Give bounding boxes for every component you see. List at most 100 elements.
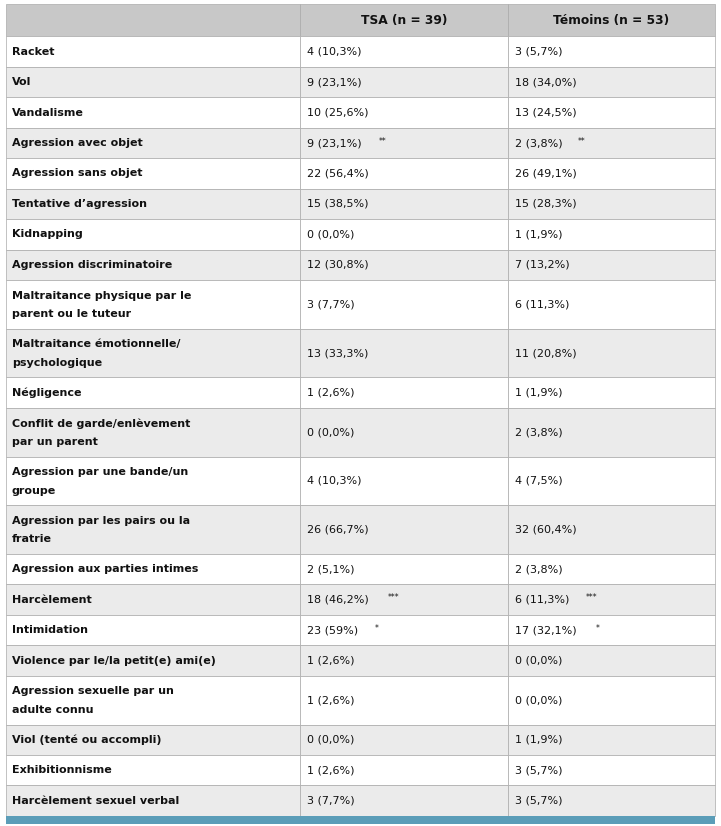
Text: 6 (11,3%): 6 (11,3%) xyxy=(515,595,569,605)
Text: 7 (13,2%): 7 (13,2%) xyxy=(515,260,570,270)
Text: par un parent: par un parent xyxy=(12,437,98,447)
Bar xyxy=(300,67,508,97)
Bar xyxy=(6,676,300,724)
Text: 18 (34,0%): 18 (34,0%) xyxy=(515,77,576,88)
Bar xyxy=(508,676,715,724)
Bar xyxy=(508,506,715,554)
Bar xyxy=(300,408,508,457)
Bar xyxy=(300,36,508,67)
Text: 2 (3,8%): 2 (3,8%) xyxy=(515,138,562,148)
Text: Agression avec objet: Agression avec objet xyxy=(12,138,143,148)
Bar xyxy=(300,506,508,554)
Text: Agression sans objet: Agression sans objet xyxy=(12,169,143,178)
Text: 1 (2,6%): 1 (2,6%) xyxy=(307,695,355,705)
Bar xyxy=(300,377,508,408)
Text: 3 (7,7%): 3 (7,7%) xyxy=(307,299,355,310)
Bar xyxy=(508,408,715,457)
Text: 3 (5,7%): 3 (5,7%) xyxy=(515,795,562,805)
Bar xyxy=(508,615,715,645)
Bar xyxy=(6,249,300,280)
Bar xyxy=(300,724,508,755)
Text: groupe: groupe xyxy=(12,486,56,496)
Bar xyxy=(300,249,508,280)
Bar xyxy=(300,786,508,816)
Text: 18 (46,2%): 18 (46,2%) xyxy=(307,595,369,605)
Bar xyxy=(6,97,300,128)
Bar xyxy=(508,249,715,280)
Text: 17 (32,1%): 17 (32,1%) xyxy=(515,625,576,635)
Bar xyxy=(6,554,300,585)
Text: 1 (1,9%): 1 (1,9%) xyxy=(515,387,562,397)
Bar xyxy=(508,724,715,755)
Text: 26 (49,1%): 26 (49,1%) xyxy=(515,169,576,178)
Text: 0 (0,0%): 0 (0,0%) xyxy=(307,427,355,437)
Bar xyxy=(6,724,300,755)
Text: Agression sexuelle par un: Agression sexuelle par un xyxy=(12,686,174,696)
Text: Vol: Vol xyxy=(12,77,32,88)
Text: Harcèlement sexuel verbal: Harcèlement sexuel verbal xyxy=(12,795,180,805)
Text: ***: *** xyxy=(388,593,400,602)
Bar xyxy=(508,585,715,615)
Bar xyxy=(6,280,300,329)
Text: 26 (66,7%): 26 (66,7%) xyxy=(307,525,369,534)
Text: 6 (11,3%): 6 (11,3%) xyxy=(515,299,569,310)
Bar xyxy=(508,645,715,676)
Text: 4 (7,5%): 4 (7,5%) xyxy=(515,476,562,486)
Text: Exhibitionnisme: Exhibitionnisme xyxy=(12,765,112,776)
Text: 13 (33,3%): 13 (33,3%) xyxy=(307,348,368,358)
Bar xyxy=(6,786,300,816)
Text: 3 (5,7%): 3 (5,7%) xyxy=(515,765,562,776)
Bar xyxy=(6,585,300,615)
Bar xyxy=(6,4,300,36)
Bar xyxy=(6,755,300,786)
Text: Viol (tenté ou accompli): Viol (tenté ou accompli) xyxy=(12,734,162,745)
Text: parent ou le tuteur: parent ou le tuteur xyxy=(12,309,131,319)
Text: *: * xyxy=(596,624,599,633)
Bar xyxy=(300,585,508,615)
Bar xyxy=(300,219,508,249)
Text: 12 (30,8%): 12 (30,8%) xyxy=(307,260,369,270)
Text: psychologique: psychologique xyxy=(12,358,102,368)
Text: Agression par les pairs ou la: Agression par les pairs ou la xyxy=(12,516,190,526)
Text: 22 (56,4%): 22 (56,4%) xyxy=(307,169,369,178)
Bar xyxy=(300,188,508,219)
Text: 2 (5,1%): 2 (5,1%) xyxy=(307,564,355,574)
Text: 9 (23,1%): 9 (23,1%) xyxy=(307,138,362,148)
Bar xyxy=(6,457,300,506)
Bar xyxy=(508,786,715,816)
Text: *: * xyxy=(374,624,379,633)
Bar xyxy=(6,219,300,249)
Text: 11 (20,8%): 11 (20,8%) xyxy=(515,348,576,358)
Text: 4 (10,3%): 4 (10,3%) xyxy=(307,47,362,57)
Bar xyxy=(6,645,300,676)
Bar xyxy=(300,645,508,676)
Bar xyxy=(508,36,715,67)
Bar xyxy=(508,554,715,585)
Text: adulte connu: adulte connu xyxy=(12,705,94,715)
Text: Racket: Racket xyxy=(12,47,55,57)
Bar xyxy=(300,280,508,329)
Text: Vandalisme: Vandalisme xyxy=(12,107,84,117)
Text: Agression discriminatoire: Agression discriminatoire xyxy=(12,260,172,270)
Bar xyxy=(6,408,300,457)
Text: 4 (10,3%): 4 (10,3%) xyxy=(307,476,362,486)
Text: 3 (5,7%): 3 (5,7%) xyxy=(515,47,562,57)
Bar xyxy=(508,67,715,97)
Bar xyxy=(6,615,300,645)
Bar xyxy=(300,128,508,159)
Bar xyxy=(6,377,300,408)
Text: 23 (59%): 23 (59%) xyxy=(307,625,358,635)
Bar xyxy=(300,329,508,377)
Text: 1 (2,6%): 1 (2,6%) xyxy=(307,765,355,776)
Text: 10 (25,6%): 10 (25,6%) xyxy=(307,107,368,117)
Bar xyxy=(508,755,715,786)
Text: 0 (0,0%): 0 (0,0%) xyxy=(515,695,562,705)
Bar xyxy=(300,97,508,128)
Text: TSA (n = 39): TSA (n = 39) xyxy=(360,14,447,26)
Text: 0 (0,0%): 0 (0,0%) xyxy=(307,735,355,745)
Bar xyxy=(508,97,715,128)
Text: 1 (2,6%): 1 (2,6%) xyxy=(307,656,355,666)
Text: **: ** xyxy=(379,136,386,145)
Bar xyxy=(508,188,715,219)
Text: Négligence: Négligence xyxy=(12,387,81,398)
